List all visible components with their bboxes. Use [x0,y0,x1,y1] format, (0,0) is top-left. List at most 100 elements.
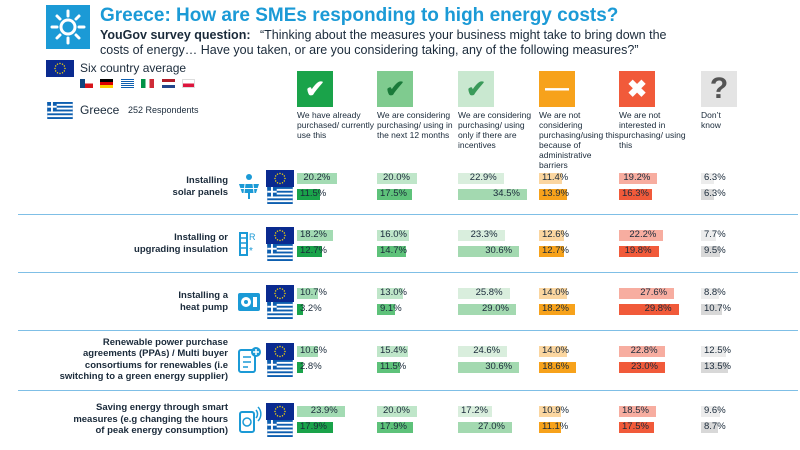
solar-panel-icon [236,172,262,202]
bar-gr-next12 [377,422,413,433]
greece-flag-icon [46,102,74,119]
bar-avg-next12 [377,406,417,417]
value-label-avg-incentives: 25.8% [475,287,503,298]
column-already-label: We have already purchased/ currently use… [297,110,375,140]
bar-gr-notinterested [619,189,652,200]
insulation-icon: R * [236,229,262,259]
value-label-avg-already: 18.2% [300,229,327,240]
bar-gr-dontknow [701,246,720,257]
page-title: Greece: How are SMEs responding to high … [100,5,619,26]
bar-gr-barriers [539,246,565,257]
value-label-avg-notinterested: 22.2% [629,229,657,240]
value-label-avg-notinterested: 19.2% [623,172,651,183]
heat-pump-icon [236,287,262,317]
value-label-avg-barriers: 11.4% [542,172,569,183]
value-label-gr-already: 17.9% [300,421,327,432]
bar-avg-dontknow [701,173,714,184]
column-next12-check-icon: ✔ [377,71,413,107]
bar-avg-barriers [539,288,567,299]
bar-gr-next12 [377,304,396,315]
column-notinterested-cross-icon: ✖ [619,71,655,107]
value-label-gr-incentives: 27.0% [478,421,505,432]
bar-avg-dontknow [701,406,721,417]
row-label-line: heat pump [179,301,228,313]
value-label-avg-barriers: 10.9% [542,405,569,416]
value-label-gr-already: 11.5% [300,188,327,199]
value-label-avg-dontknow: 8.8% [704,287,726,298]
value-label-gr-dontknow: 6.3% [704,188,726,199]
bar-avg-barriers [539,230,565,241]
yougov-logo-icon [46,5,90,49]
netherlands-flag-icon [161,79,175,88]
bar-avg-next12 [377,173,417,184]
row-greece-flag-icon [266,360,294,377]
legend-average-label: Six country average [80,61,187,75]
italy-flag-icon [141,79,155,88]
row-eu-flag-icon [266,285,294,302]
column-notinterested-label: We are not interested in purchasing/ usi… [619,110,686,150]
value-label-avg-incentives: 22.9% [469,172,497,183]
value-label-avg-next12: 16.0% [380,229,407,240]
question-label: YouGov survey question: [100,28,251,42]
bar-gr-already [297,304,304,315]
row-greece-flag-icon [266,244,294,261]
column-next12-label: We are considering purchasing/ using in … [377,110,453,140]
bar-gr-incentives [458,189,527,200]
value-label-gr-notinterested: 17.5% [622,421,649,432]
bar-gr-incentives [458,304,516,315]
row-eu-flag-icon [266,403,294,420]
value-label-gr-barriers: 11.1% [542,421,569,432]
value-label-avg-already: 10.7% [300,287,327,298]
value-label-avg-barriers: 12.6% [542,229,569,240]
bar-gr-notinterested [619,246,659,257]
value-label-gr-next12: 14.7% [380,245,407,256]
question-text-line1: “Thinking about the measures your busine… [260,28,667,42]
column-incentives-label: We are considering purchasing/ using onl… [458,110,532,150]
bar-avg-barriers [539,173,562,184]
value-label-gr-dontknow: 13.5% [704,361,731,372]
value-label-avg-next12: 20.0% [383,172,410,183]
value-label-gr-next12: 17.5% [380,188,407,199]
bar-gr-notinterested [619,422,654,433]
value-label-gr-barriers: 13.9% [542,188,569,199]
green-energy-icon [236,345,262,375]
question-text-line2: costs of energy… Have you taken, or are … [100,43,639,57]
row-eu-flag-icon [266,170,294,187]
row-separator [18,214,798,215]
row-greece-flag-icon [266,187,294,204]
bar-gr-already [297,246,323,257]
country-flags [80,79,198,89]
value-label-gr-notinterested: 19.8% [624,245,652,256]
svg-text:*: * [249,246,253,257]
value-label-gr-notinterested: 16.3% [622,188,649,199]
row-label-line: switching to a green energy supplier) [59,371,228,382]
value-label-gr-dontknow: 8.7% [704,421,726,432]
bar-avg-dontknow [701,288,719,299]
bar-gr-dontknow [701,304,723,315]
value-label-gr-barriers: 18.6% [542,361,570,372]
bar-avg-already [297,346,319,357]
column-barriers-minus-icon: — [539,71,575,107]
value-label-avg-barriers: 14.0% [542,287,569,298]
bar-avg-incentives [458,346,508,357]
bar-avg-already [297,406,345,417]
value-label-avg-next12: 13.0% [380,287,407,298]
bar-gr-next12 [377,246,407,257]
row-label-line: Installing or [174,232,228,243]
column-dontknow-label: Don’t know [701,110,721,130]
row-label-line: agreements (PPAs) / Multi buyer [83,348,228,359]
row-separator [18,272,798,273]
poland-flag-icon [182,79,196,88]
bar-gr-barriers [539,422,562,433]
value-label-avg-notinterested: 18.5% [622,405,649,416]
bar-gr-notinterested [619,304,679,315]
bar-avg-already [297,173,338,184]
value-label-gr-already: 3.2% [300,303,322,314]
value-label-avg-next12: 20.0% [383,405,410,416]
value-label-avg-incentives: 17.2% [461,405,488,416]
row-greece-flag-icon [266,420,294,437]
row-label-line: solar panels [172,186,228,198]
value-label-gr-next12: 17.9% [380,421,407,432]
value-label-avg-notinterested: 22.8% [630,345,658,356]
bar-avg-already [297,288,319,299]
